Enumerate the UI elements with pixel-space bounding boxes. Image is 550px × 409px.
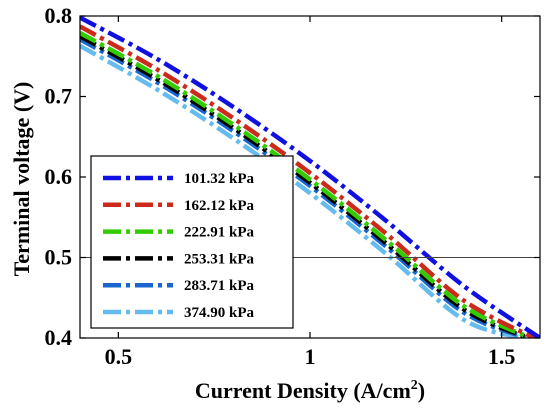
legend-label: 374.90 kPa	[184, 305, 255, 321]
series-line-4	[80, 34, 530, 338]
x-tick-label: 0.5	[105, 344, 133, 369]
y-tick-label: 0.8	[45, 3, 73, 28]
legend-label: 101.32 kPa	[184, 171, 255, 187]
x-axis-title-superscript: 2	[411, 378, 418, 393]
y-tick-label: 0.6	[45, 164, 73, 189]
x-axis-title-suffix: )	[418, 378, 425, 403]
x-tick-label: 1.5	[488, 344, 516, 369]
legend-box	[90, 155, 294, 329]
legend-label: 253.31 kPa	[184, 251, 255, 267]
series-line-3	[80, 30, 532, 338]
x-axis-ticks: 0.5 1 1.5	[105, 16, 516, 369]
legend-label: 222.91 kPa	[184, 225, 255, 241]
x-tick-label: 1	[305, 344, 316, 369]
series-line-5	[80, 37, 528, 338]
y-axis-ticks: 0.4 0.5 0.6 0.7 0.8	[45, 3, 540, 350]
y-axis-title: Terminal voltage (V)	[9, 82, 34, 277]
y-tick-label: 0.4	[45, 325, 73, 350]
x-axis-title-main: Current Density (A/cm	[195, 378, 411, 403]
legend: 101.32 kPa 162.12 kPa 222.91 kPa 253.31 kPa…	[90, 155, 294, 329]
y-tick-label: 0.7	[45, 84, 73, 109]
series-line-2	[80, 24, 536, 338]
series-lines	[80, 16, 540, 338]
legend-label: 283.71 kPa	[184, 278, 255, 294]
y-tick-label: 0.5	[45, 245, 73, 270]
series-line-1	[80, 16, 540, 338]
legend-label: 162.12 kPa	[184, 198, 255, 214]
series-line-6	[80, 43, 524, 338]
x-axis-title: Current Density (A/cm2)	[195, 378, 425, 403]
